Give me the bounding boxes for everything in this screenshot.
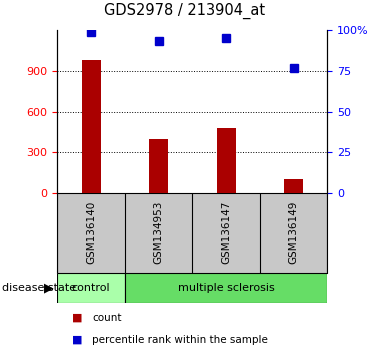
Text: GDS2978 / 213904_at: GDS2978 / 213904_at xyxy=(104,3,266,19)
Bar xyxy=(217,128,236,193)
Text: count: count xyxy=(92,313,122,322)
Bar xyxy=(125,273,327,303)
Text: ■: ■ xyxy=(72,335,83,345)
Text: ■: ■ xyxy=(72,313,83,322)
Text: ▶: ▶ xyxy=(44,281,54,294)
Bar xyxy=(284,179,303,193)
Text: percentile rank within the sample: percentile rank within the sample xyxy=(92,335,268,345)
Text: GSM136149: GSM136149 xyxy=(289,201,299,264)
Bar xyxy=(149,139,168,193)
Text: GSM134953: GSM134953 xyxy=(154,201,164,264)
Text: GSM136140: GSM136140 xyxy=(86,201,96,264)
Bar xyxy=(57,273,125,303)
Text: disease state: disease state xyxy=(2,282,76,293)
Text: control: control xyxy=(72,282,110,293)
Text: multiple sclerosis: multiple sclerosis xyxy=(178,282,275,293)
Bar xyxy=(82,60,101,193)
Text: GSM136147: GSM136147 xyxy=(221,201,231,264)
